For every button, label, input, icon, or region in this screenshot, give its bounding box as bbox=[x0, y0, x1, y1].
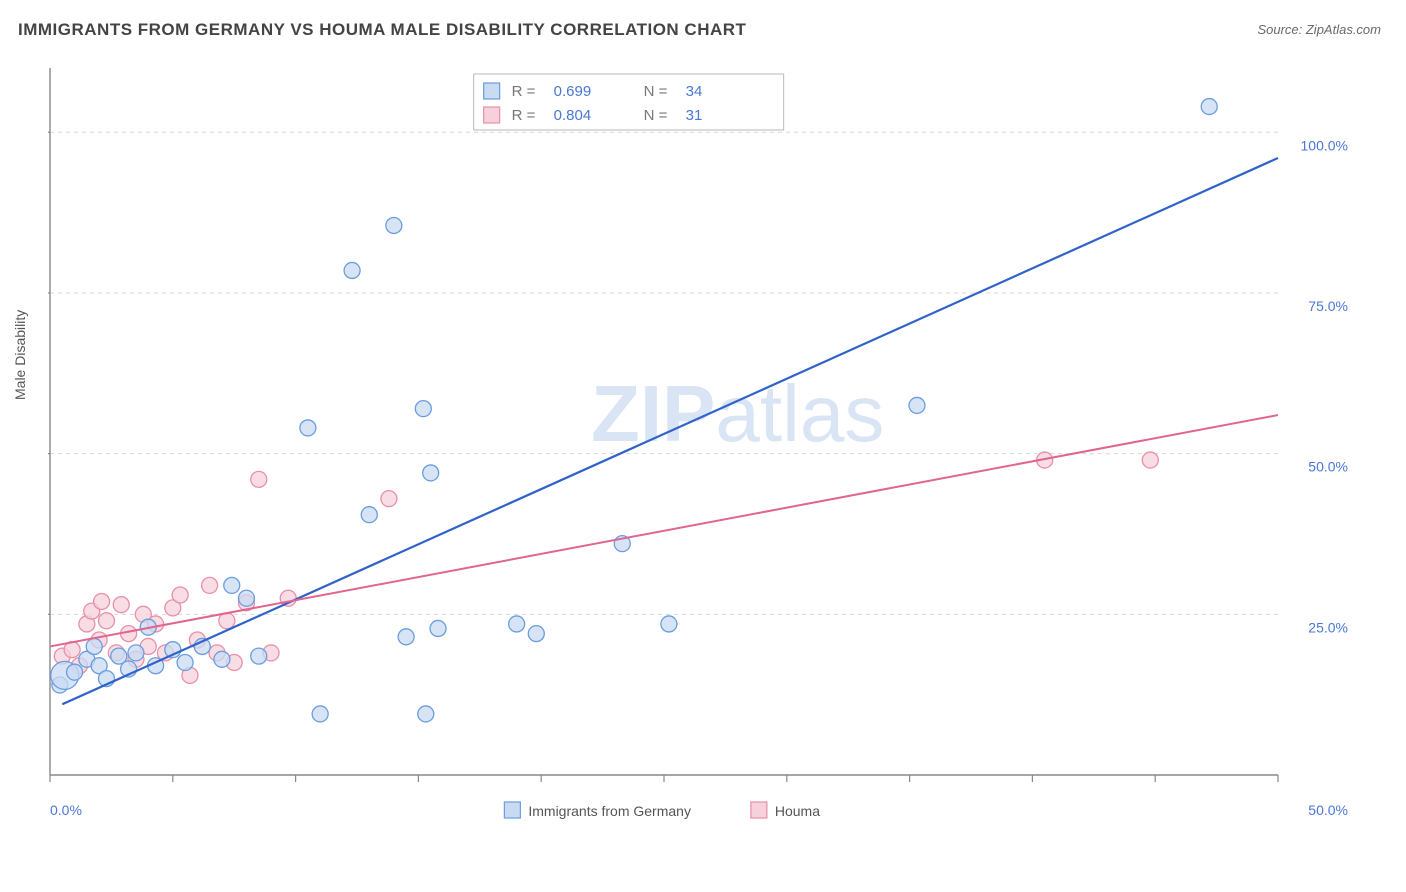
top-legend: R = 0.699 N = 34 R = 0.804 N = 31 bbox=[474, 74, 784, 130]
point-houma bbox=[1142, 452, 1158, 468]
point-houma bbox=[98, 613, 114, 629]
bottom-legend-label-germany: Immigrants from Germany bbox=[528, 803, 691, 819]
source-prefix: Source: bbox=[1257, 22, 1305, 37]
point-germany bbox=[312, 706, 328, 722]
point-germany bbox=[415, 401, 431, 417]
legend-n-value-houma: 31 bbox=[686, 107, 703, 124]
point-germany bbox=[128, 645, 144, 661]
legend-n-value-germany: 34 bbox=[686, 83, 703, 100]
point-germany bbox=[528, 626, 544, 642]
point-germany bbox=[418, 706, 434, 722]
source-name: ZipAtlas.com bbox=[1306, 22, 1381, 37]
bottom-legend-swatch-germany bbox=[504, 802, 520, 818]
point-germany bbox=[909, 397, 925, 413]
point-germany bbox=[67, 664, 83, 680]
y-tick-label: 25.0% bbox=[1308, 619, 1348, 635]
point-germany bbox=[1201, 99, 1217, 115]
point-germany bbox=[300, 420, 316, 436]
bottom-legend: Immigrants from Germany Houma bbox=[504, 802, 820, 819]
legend-r-value-houma: 0.804 bbox=[554, 107, 592, 124]
x-tick-label: 0.0% bbox=[50, 802, 82, 818]
point-germany bbox=[344, 262, 360, 278]
legend-n-label: N = bbox=[644, 107, 668, 124]
legend-n-label: N = bbox=[644, 83, 668, 100]
x-tick-label: 50.0% bbox=[1308, 802, 1348, 818]
watermark: ZIPatlas bbox=[591, 369, 884, 458]
y-tick-label: 75.0% bbox=[1308, 298, 1348, 314]
bottom-legend-swatch-houma bbox=[751, 802, 767, 818]
point-germany bbox=[430, 620, 446, 636]
legend-r-label: R = bbox=[512, 107, 536, 124]
legend-r-label: R = bbox=[512, 83, 536, 100]
bottom-legend-label-houma: Houma bbox=[775, 803, 820, 819]
point-germany bbox=[177, 655, 193, 671]
point-houma bbox=[202, 577, 218, 593]
point-houma bbox=[113, 597, 129, 613]
legend-swatch-houma bbox=[484, 107, 500, 123]
y-tick-label: 100.0% bbox=[1301, 137, 1348, 153]
legend-swatch-germany bbox=[484, 83, 500, 99]
point-houma bbox=[381, 491, 397, 507]
point-germany bbox=[386, 217, 402, 233]
point-germany bbox=[361, 507, 377, 523]
point-houma bbox=[172, 587, 188, 603]
point-germany bbox=[224, 577, 240, 593]
point-houma bbox=[94, 593, 110, 609]
y-tick-label: 50.0% bbox=[1308, 459, 1348, 475]
point-germany bbox=[251, 648, 267, 664]
legend-r-value-germany: 0.699 bbox=[554, 83, 592, 100]
point-germany bbox=[86, 638, 102, 654]
point-germany bbox=[238, 590, 254, 606]
chart-area: ZIPatlas 25.0% 50.0% 75.0% 100.0% 0.0% 50.0% R … bbox=[48, 60, 1358, 830]
scatter-chart: ZIPatlas 25.0% 50.0% 75.0% 100.0% 0.0% 50.0% R … bbox=[48, 60, 1358, 830]
point-houma bbox=[251, 471, 267, 487]
page-title: IMMIGRANTS FROM GERMANY VS HOUMA MALE DI… bbox=[18, 20, 746, 40]
point-germany bbox=[509, 616, 525, 632]
point-germany bbox=[398, 629, 414, 645]
point-germany bbox=[214, 651, 230, 667]
point-germany bbox=[661, 616, 677, 632]
point-germany bbox=[423, 465, 439, 481]
y-axis-label: Male Disability bbox=[12, 310, 28, 400]
source-credit: Source: ZipAtlas.com bbox=[1257, 22, 1381, 37]
